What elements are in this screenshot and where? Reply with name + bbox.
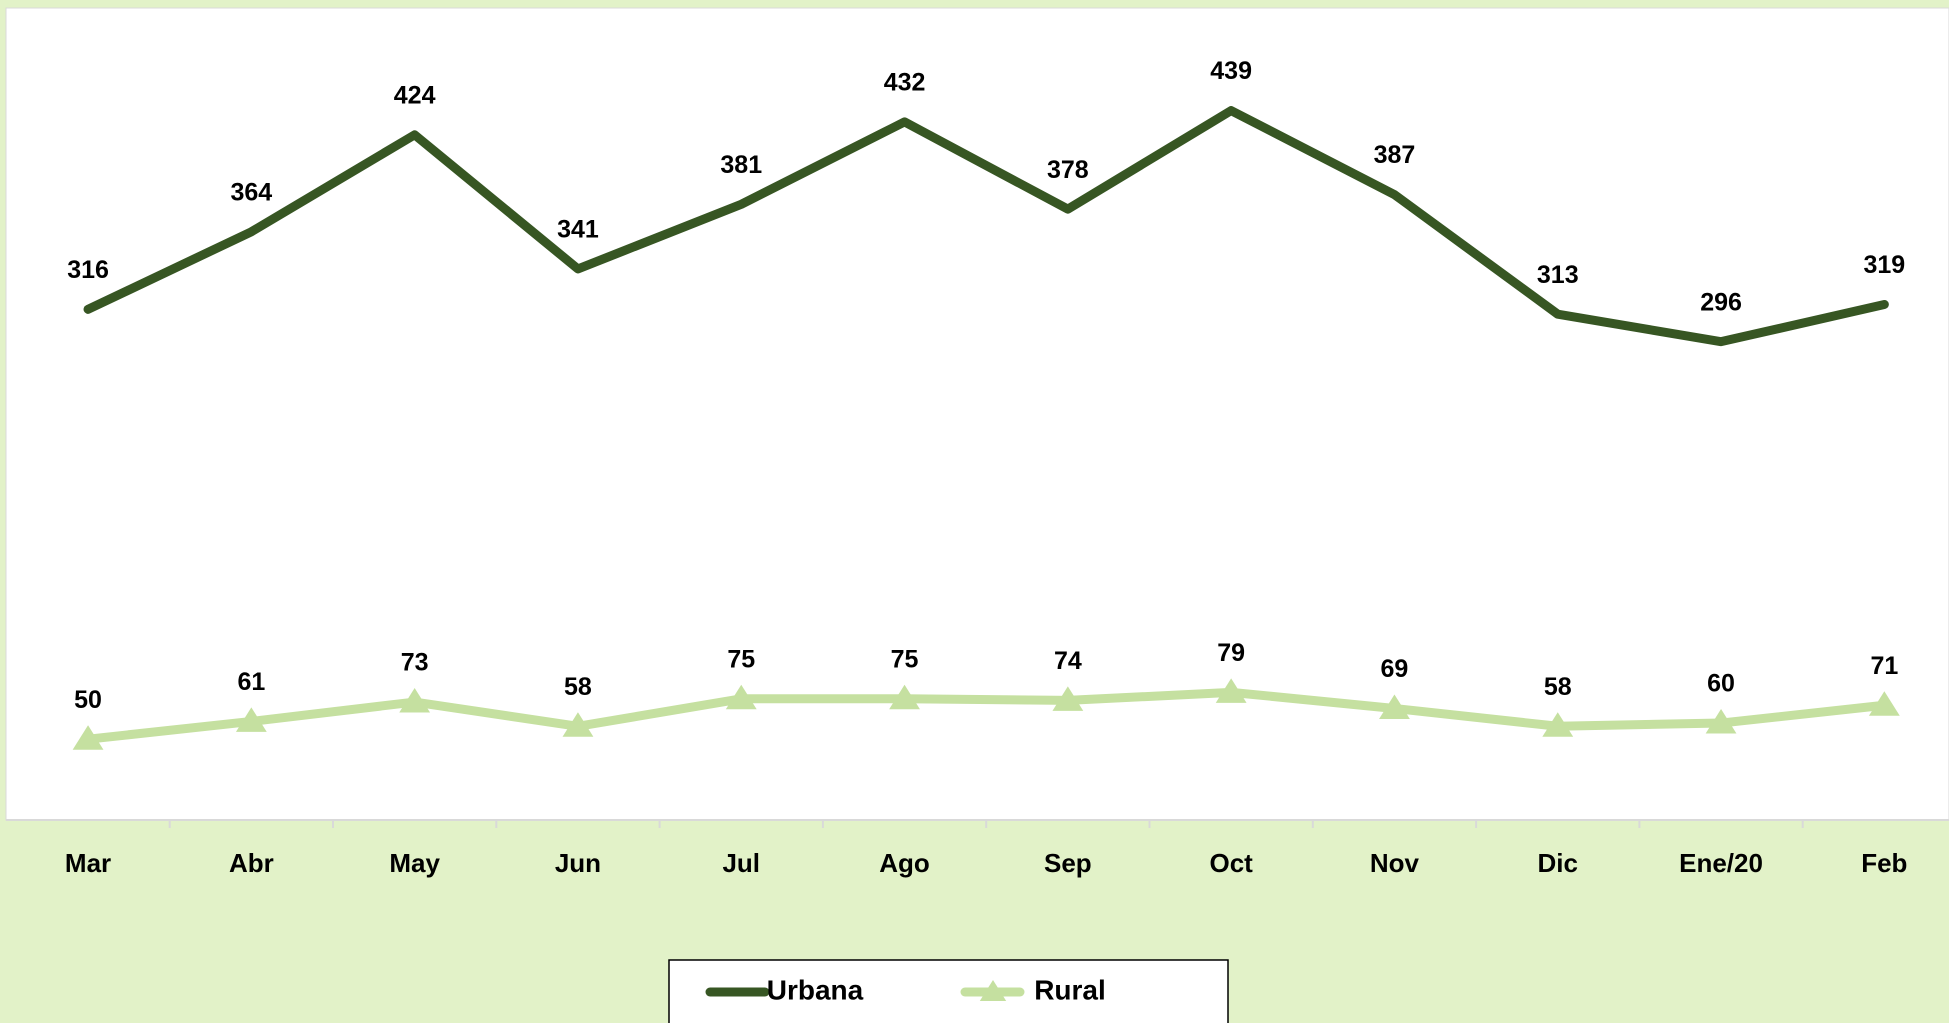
data-label: 75 — [727, 645, 755, 673]
legend-label: Urbana — [767, 974, 864, 1005]
marker — [1542, 712, 1574, 737]
marker — [725, 684, 757, 710]
data-label: 69 — [1381, 655, 1409, 683]
data-label: 319 — [1863, 251, 1905, 279]
data-label: 439 — [1210, 57, 1252, 85]
marker — [1705, 709, 1737, 734]
marker — [235, 707, 267, 732]
data-label: 60 — [1707, 670, 1735, 698]
marker — [399, 688, 431, 713]
data-label: 73 — [401, 649, 429, 677]
data-label: 424 — [394, 81, 436, 109]
x-tick-label: Feb — [1861, 848, 1907, 878]
x-tick-label: Mar — [65, 848, 111, 878]
x-tick-label: Sep — [1044, 848, 1092, 878]
data-label: 387 — [1374, 141, 1416, 169]
x-tick-label: Ago — [879, 848, 930, 878]
x-tick-label: Oct — [1209, 848, 1253, 878]
marker — [562, 712, 594, 737]
data-label: 58 — [564, 673, 592, 701]
marker — [72, 725, 104, 750]
data-label: 364 — [230, 178, 272, 206]
data-label: 58 — [1544, 673, 1572, 701]
data-label: 378 — [1047, 156, 1089, 184]
x-tick-label: Dic — [1538, 848, 1578, 878]
legend-marker — [979, 980, 1007, 1001]
data-label: 61 — [237, 668, 265, 696]
marker — [1215, 678, 1247, 703]
x-tick-label: Jun — [555, 848, 601, 878]
data-label: 71 — [1870, 652, 1898, 680]
data-label: 74 — [1054, 647, 1082, 675]
x-tick-label: Ene/20 — [1679, 848, 1763, 878]
data-label: 341 — [557, 216, 599, 244]
legend-label: Rural — [1034, 974, 1106, 1005]
data-label: 75 — [891, 645, 919, 673]
marker — [1379, 694, 1410, 719]
series-line — [83, 687, 1889, 744]
x-tick-label: May — [389, 848, 440, 878]
data-label: 316 — [67, 256, 109, 284]
data-label: 313 — [1537, 261, 1579, 289]
data-label: 381 — [720, 151, 762, 179]
data-label: 50 — [74, 686, 102, 714]
marker — [889, 684, 920, 710]
marker — [1052, 686, 1084, 711]
x-tick-label: Jul — [722, 848, 760, 878]
data-label: 432 — [884, 68, 926, 96]
series-line — [83, 106, 1889, 347]
x-tick-label: Abr — [229, 848, 274, 878]
marker — [1868, 691, 1900, 716]
data-label: 79 — [1217, 639, 1245, 667]
x-tick-label: Nov — [1370, 848, 1420, 878]
data-label: 296 — [1700, 288, 1742, 316]
plot-area — [5, 7, 1949, 821]
